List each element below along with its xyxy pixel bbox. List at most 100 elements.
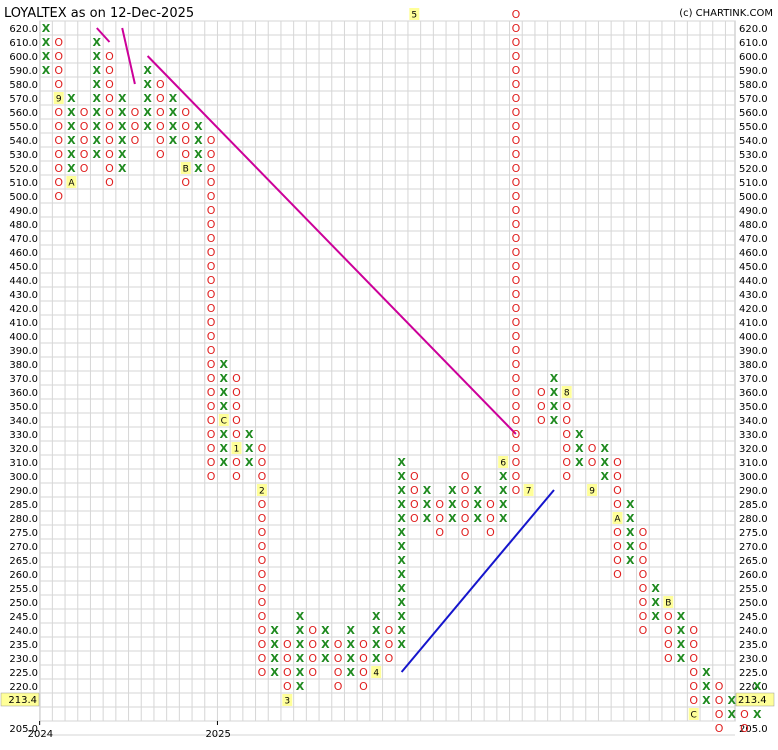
x-mark: X xyxy=(499,484,508,497)
x-mark: X xyxy=(270,624,279,637)
x-mark: X xyxy=(194,120,203,133)
o-mark: O xyxy=(588,442,597,455)
o-mark: O xyxy=(207,344,216,357)
y-tick-label-right: 225.0 xyxy=(739,668,768,679)
o-mark: O xyxy=(639,624,648,637)
x-mark: X xyxy=(93,148,102,161)
o-mark: O xyxy=(181,134,190,147)
x-mark: X xyxy=(474,498,483,511)
o-mark: O xyxy=(689,624,698,637)
o-mark: O xyxy=(664,624,673,637)
o-mark: O xyxy=(258,568,267,581)
x-mark: X xyxy=(397,610,406,623)
o-mark: O xyxy=(207,134,216,147)
o-mark: O xyxy=(232,456,241,469)
month-marker: A xyxy=(68,179,75,189)
o-mark: O xyxy=(512,386,521,399)
x-mark: X xyxy=(448,498,457,511)
x-mark: X xyxy=(397,540,406,553)
y-tick-label-right: 240.0 xyxy=(739,626,768,637)
x-mark: X xyxy=(753,680,762,693)
y-tick-label-right: 430.0 xyxy=(739,290,768,301)
month-marker: B xyxy=(665,599,671,609)
o-mark: O xyxy=(664,638,673,651)
x-mark: X xyxy=(397,484,406,497)
o-mark: O xyxy=(664,652,673,665)
pf-column: XXX xyxy=(575,428,584,469)
o-mark: O xyxy=(258,554,267,567)
o-mark: O xyxy=(207,358,216,371)
o-mark: O xyxy=(385,638,394,651)
o-mark: O xyxy=(512,484,521,497)
y-tick-label-right: 500.0 xyxy=(739,192,768,203)
o-mark: O xyxy=(105,50,114,63)
o-mark: O xyxy=(156,120,165,133)
o-mark: O xyxy=(131,106,140,119)
y-tick-label-right: 410.0 xyxy=(739,318,768,329)
y-tick-label-right: 360.0 xyxy=(739,388,768,399)
month-marker-bg xyxy=(218,414,229,426)
o-mark: O xyxy=(207,162,216,175)
y-tick-label-left: 580.0 xyxy=(9,80,38,91)
x-mark: X xyxy=(296,666,305,679)
o-mark: O xyxy=(308,666,317,679)
x-mark: X xyxy=(677,610,686,623)
year-label: 2024 xyxy=(28,729,53,740)
x-mark: X xyxy=(575,428,584,441)
o-mark: O xyxy=(689,638,698,651)
x-mark: X xyxy=(347,638,356,651)
y-tick-label-left: 390.0 xyxy=(9,346,38,357)
o-mark: O xyxy=(54,36,63,49)
month-marker-bg xyxy=(53,92,64,104)
y-tick-label-right: 265.0 xyxy=(739,556,768,567)
pf-column: OOO xyxy=(537,386,546,427)
o-mark: O xyxy=(486,526,495,539)
y-tick-label-right: 230.0 xyxy=(739,654,768,665)
o-mark: O xyxy=(207,442,216,455)
y-tick-label-left: 205.0 xyxy=(9,724,38,735)
x-mark: X xyxy=(321,652,330,665)
x-mark: X xyxy=(753,708,762,721)
o-mark: O xyxy=(207,330,216,343)
o-mark: O xyxy=(54,190,63,203)
y-tick-label-left: 460.0 xyxy=(9,248,38,259)
y-tick-label-right: 250.0 xyxy=(739,598,768,609)
o-mark: O xyxy=(639,568,648,581)
y-tick-label-right: 300.0 xyxy=(739,472,768,483)
x-mark: X xyxy=(423,512,432,525)
y-tick-label-right: 320.0 xyxy=(739,444,768,455)
y-tick-label-right: 440.0 xyxy=(739,276,768,287)
trendline xyxy=(400,489,555,673)
o-mark: O xyxy=(486,498,495,511)
x-mark: X xyxy=(397,624,406,637)
month-marker-bg xyxy=(498,456,509,468)
month-marker: 2 xyxy=(259,487,265,497)
pf-columns: XXXXOOOO9OOOOOOOXXXXXXAOOOOOXXXXXXXXXOOO… xyxy=(42,8,762,735)
o-mark: O xyxy=(385,624,394,637)
x-mark: X xyxy=(372,652,381,665)
y-tick-label-left: 280.0 xyxy=(9,514,38,525)
y-tick-label-right: 590.0 xyxy=(739,66,768,77)
x-mark: X xyxy=(550,400,559,413)
o-mark: O xyxy=(385,652,394,665)
o-mark: O xyxy=(359,680,368,693)
month-marker: 6 xyxy=(500,459,506,469)
y-tick-label-left: 470.0 xyxy=(9,234,38,245)
month-marker-bg xyxy=(231,442,242,454)
y-tick-label-left: 230.0 xyxy=(9,654,38,665)
o-mark: O xyxy=(283,680,292,693)
o-mark: O xyxy=(105,64,114,77)
o-mark: O xyxy=(54,148,63,161)
o-mark: O xyxy=(131,134,140,147)
o-mark: O xyxy=(512,246,521,259)
x-mark: X xyxy=(143,64,152,77)
